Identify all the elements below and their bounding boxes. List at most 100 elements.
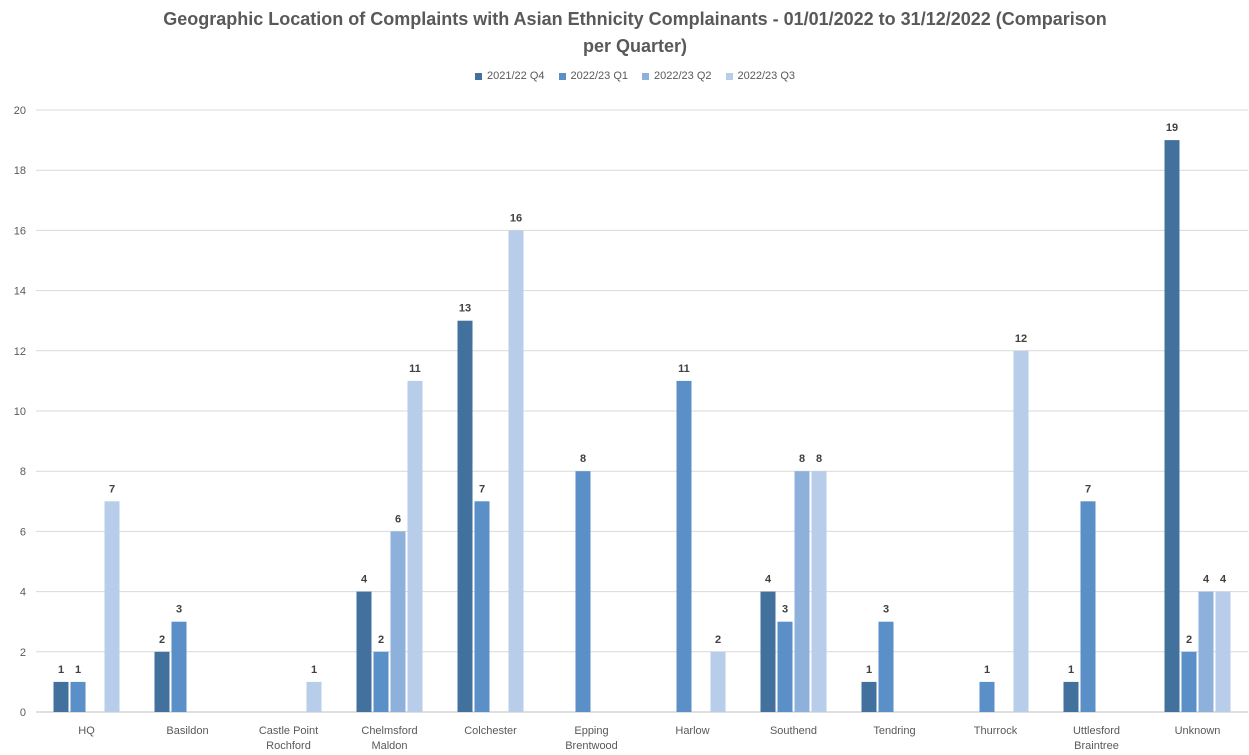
bar <box>710 651 726 712</box>
y-tick-label: 6 <box>20 526 26 538</box>
data-label: 1 <box>1068 664 1074 676</box>
legend-swatch-s3 <box>725 72 733 80</box>
x-tick-label: Brentwood <box>565 740 618 752</box>
data-label: 3 <box>176 604 182 616</box>
x-tick-label: Rochford <box>266 740 311 752</box>
bar <box>474 501 490 712</box>
bar <box>508 230 524 712</box>
bar <box>979 681 995 712</box>
x-tick-label: Maldon <box>371 740 407 752</box>
y-tick-label: 12 <box>14 346 26 358</box>
bar <box>1063 681 1079 712</box>
y-tick-label: 16 <box>14 225 26 237</box>
data-label: 7 <box>1085 483 1091 495</box>
x-tick-label: Unknown <box>1175 725 1221 737</box>
bar <box>390 531 406 712</box>
legend-label-s1: 2022/23 Q1 <box>570 70 629 82</box>
legend-label-s0: 2021/22 Q4 <box>487 70 545 82</box>
x-tick-label: Chelmsford <box>361 725 417 737</box>
data-label: 1 <box>311 664 317 676</box>
x-tick-label: Harlow <box>675 725 709 737</box>
x-tick-label: Epping <box>574 725 608 737</box>
data-label: 1 <box>984 664 990 676</box>
x-tick-label: Castle Point <box>259 725 318 737</box>
y-tick-label: 2 <box>20 647 26 659</box>
bar <box>373 651 389 712</box>
bar <box>777 621 793 712</box>
x-tick-label: Colchester <box>464 725 517 737</box>
x-tick-label: Southend <box>770 725 817 737</box>
x-tick-label: Basildon <box>166 725 208 737</box>
data-label: 7 <box>109 483 115 495</box>
data-label: 7 <box>479 483 485 495</box>
data-label: 4 <box>1220 574 1227 586</box>
data-label: 3 <box>883 604 889 616</box>
data-label: 4 <box>1203 574 1210 586</box>
data-label: 2 <box>715 634 721 646</box>
y-tick-label: 4 <box>20 587 26 599</box>
chart-title: Geographic Location of Complaints with A… <box>163 9 1107 56</box>
bar <box>676 380 692 712</box>
bar <box>760 591 776 712</box>
legend-swatch-s1 <box>558 72 566 80</box>
y-tick-label: 20 <box>14 105 26 117</box>
data-label: 4 <box>361 574 368 586</box>
x-tick-label: Braintree <box>1074 740 1119 752</box>
legend-item-s1: 2022/23 Q1 <box>558 70 629 82</box>
bar <box>878 621 894 712</box>
data-label: 1 <box>58 664 64 676</box>
data-label: 2 <box>159 634 165 646</box>
data-label: 12 <box>1015 333 1027 345</box>
legend-label-s3: 2022/23 Q3 <box>737 70 796 82</box>
bar <box>53 681 69 712</box>
bar <box>1013 350 1029 712</box>
y-tick-label: 10 <box>14 406 26 418</box>
data-label: 6 <box>395 513 401 525</box>
legend-label-s2: 2022/23 Q2 <box>654 70 712 82</box>
data-label: 13 <box>459 303 471 315</box>
data-label: 3 <box>782 604 788 616</box>
data-label: 8 <box>580 453 586 465</box>
x-tick-label: Tendring <box>873 725 915 737</box>
data-label: 16 <box>510 212 522 224</box>
y-tick-label: 18 <box>14 165 26 177</box>
bar <box>104 501 120 712</box>
legend-item-s0: 2021/22 Q4 <box>475 70 545 82</box>
x-tick-label: HQ <box>78 725 95 737</box>
x-tick-label: Thurrock <box>974 725 1018 737</box>
bar <box>1198 591 1214 712</box>
data-label: 1 <box>75 664 81 676</box>
chart-legend: 2021/22 Q4 2022/23 Q1 2022/23 Q2 2022/23… <box>0 70 1249 82</box>
data-label: 2 <box>1186 634 1192 646</box>
data-label: 8 <box>799 453 805 465</box>
bar <box>154 651 170 712</box>
y-tick-label: 0 <box>20 707 26 719</box>
data-label: 11 <box>409 363 421 375</box>
data-label: 19 <box>1166 122 1178 134</box>
bar <box>457 320 473 712</box>
bar <box>794 471 810 712</box>
bar <box>1164 140 1180 713</box>
bar <box>306 681 322 712</box>
bar <box>1080 501 1096 712</box>
y-tick-label: 8 <box>20 466 26 478</box>
x-tick-label: Uttlesford <box>1073 725 1120 737</box>
data-label: 8 <box>816 453 822 465</box>
bar <box>575 471 591 712</box>
legend-item-s3: 2022/23 Q3 <box>725 70 796 82</box>
bar <box>171 621 187 712</box>
data-label: 11 <box>678 363 690 375</box>
bar <box>811 471 827 712</box>
bar <box>1215 591 1231 712</box>
bar <box>407 380 423 712</box>
legend-swatch-s2 <box>642 72 649 80</box>
data-label: 4 <box>765 574 772 586</box>
data-label: 1 <box>866 664 872 676</box>
y-tick-label: 14 <box>14 286 26 298</box>
bar <box>1181 651 1197 712</box>
data-label: 2 <box>378 634 384 646</box>
legend-swatch-s0 <box>475 72 482 80</box>
bar <box>70 681 86 712</box>
legend-item-s2: 2022/23 Q2 <box>642 70 712 82</box>
